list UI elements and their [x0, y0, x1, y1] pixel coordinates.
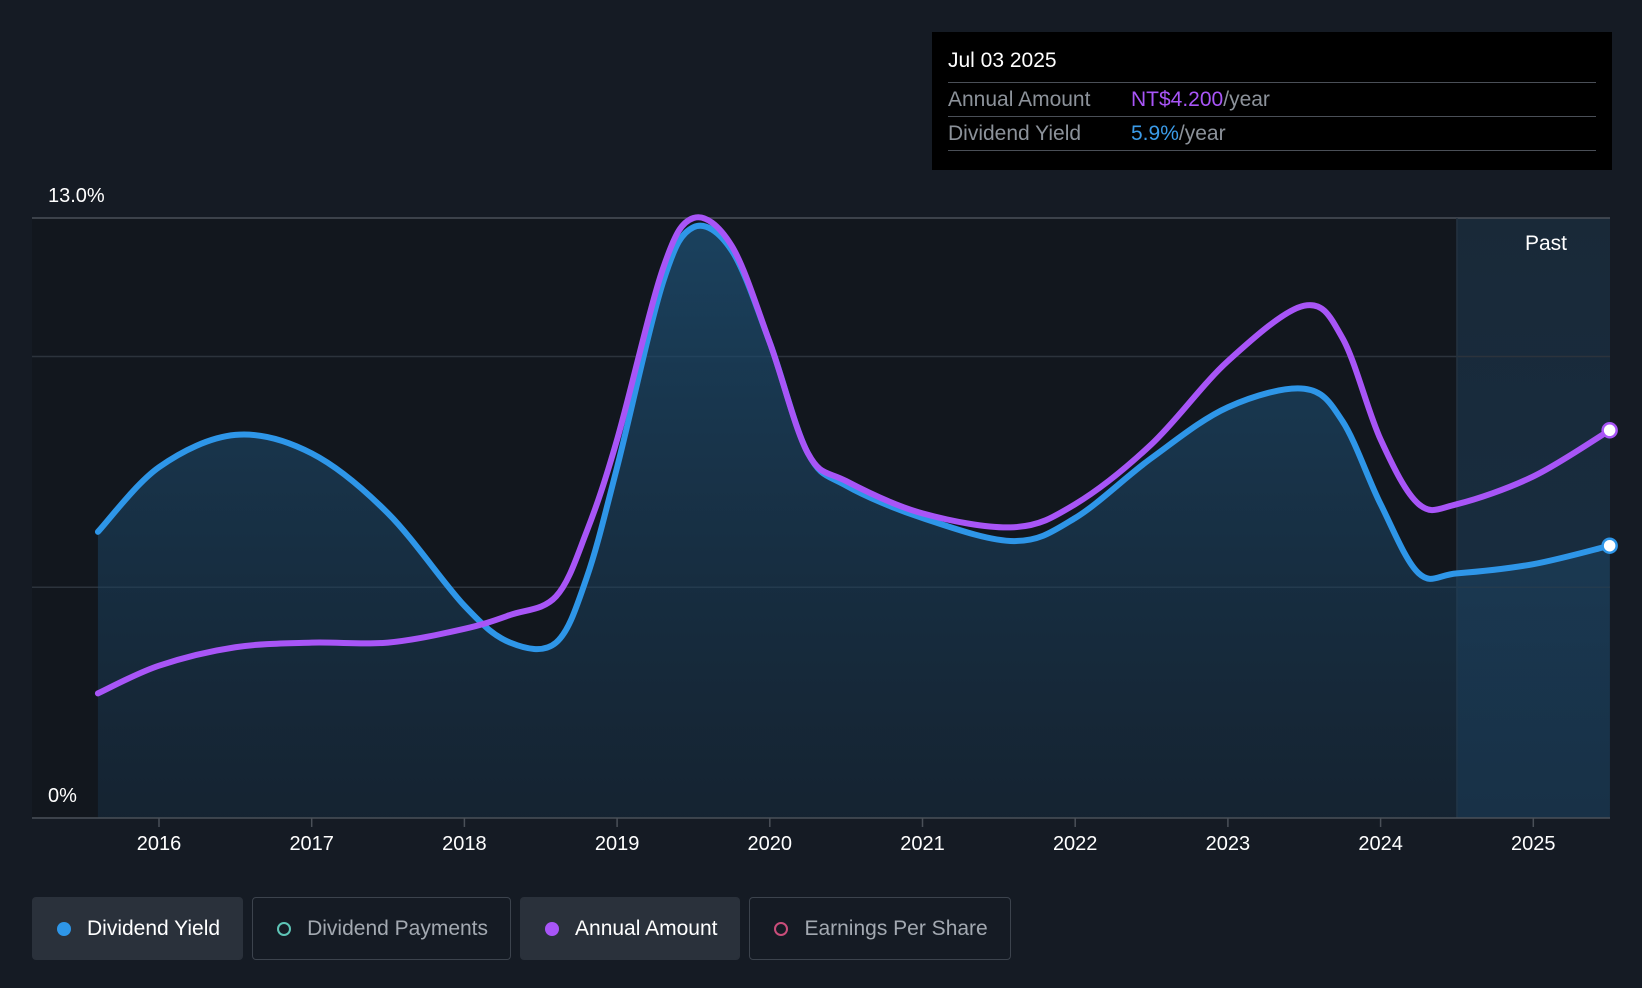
annual-amount-endpoint: [1601, 422, 1618, 439]
legend-label: Dividend Payments: [307, 916, 489, 940]
legend-item-dividend-payments[interactable]: Dividend Payments: [252, 897, 512, 960]
tooltip-row-dividend-yield: Dividend Yield 5.9% /year: [948, 116, 1596, 151]
legend-label: Annual Amount: [575, 916, 718, 940]
tooltip-label: Dividend Yield: [948, 122, 1082, 145]
x-tick-label: 2022: [1053, 833, 1098, 855]
x-tick-label: 2019: [595, 833, 640, 855]
legend-label: Earnings Per Share: [804, 916, 988, 940]
dividend-yield-endpoint: [1601, 537, 1618, 554]
x-tick-label: 2020: [748, 833, 793, 855]
tooltip-value: NT$4.200: [1131, 88, 1224, 111]
legend-ring-icon: [774, 921, 789, 936]
dividend-yield-area: [97, 225, 1610, 818]
legend-item-annual-amount[interactable]: Annual Amount: [520, 897, 741, 960]
x-tick-label: 2018: [442, 833, 487, 855]
y-tick-label: 0%: [48, 785, 77, 807]
tooltip-value: 5.9%: [1131, 122, 1179, 145]
legend-ring-icon: [277, 921, 292, 936]
tooltip-date: Jul 03 2025: [948, 49, 1057, 72]
x-tick-label: 2016: [137, 833, 182, 855]
legend-item-dividend-yield[interactable]: Dividend Yield: [32, 897, 244, 960]
legend-item-earnings-per-share[interactable]: Earnings Per Share: [749, 897, 1011, 960]
x-tick-label: 2021: [900, 833, 945, 855]
tooltip-row-annual-amount: Annual Amount NT$4.200 /year: [948, 82, 1596, 116]
tooltip-unit: /year: [1223, 88, 1270, 111]
y-tick-label: 13.0%: [48, 185, 105, 207]
x-tick-label: 2025: [1511, 833, 1556, 855]
tooltip-unit: /year: [1178, 122, 1226, 145]
x-tick-label: 2024: [1358, 833, 1403, 855]
x-tick-label: 2017: [289, 833, 334, 855]
legend-label: Dividend Yield: [87, 916, 221, 940]
legend-dot-icon: [57, 921, 71, 936]
annual-amount-line: [94, 214, 1613, 697]
legend: Dividend Yield Dividend Payments Annual …: [32, 897, 1011, 961]
tooltip: Jul 03 2025 Annual Amount NT$4.200 /year…: [932, 32, 1612, 170]
x-tick-label: 2023: [1206, 833, 1251, 855]
tooltip-label: Annual Amount: [948, 88, 1091, 111]
legend-dot-icon: [545, 921, 560, 936]
past-label: Past: [1525, 232, 1567, 255]
